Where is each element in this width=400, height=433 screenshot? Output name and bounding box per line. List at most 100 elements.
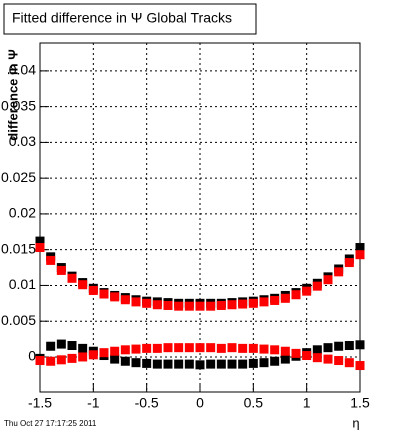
marker xyxy=(78,343,88,353)
title-box xyxy=(3,3,257,35)
marker xyxy=(334,356,344,366)
y-axis-label: difference in Ψ xyxy=(5,49,20,140)
marker xyxy=(270,356,280,366)
marker xyxy=(355,250,365,260)
marker xyxy=(120,345,130,355)
marker xyxy=(46,341,56,351)
marker xyxy=(131,297,141,307)
marker xyxy=(280,354,290,364)
marker xyxy=(152,343,162,353)
marker xyxy=(323,275,333,285)
y-tick-label: 0.04 xyxy=(9,62,36,78)
marker xyxy=(184,301,194,311)
marker xyxy=(248,358,258,368)
y-tick-label: 0.035 xyxy=(1,97,36,113)
marker xyxy=(142,358,152,368)
marker xyxy=(99,348,109,358)
marker xyxy=(56,339,66,349)
x-tick-label: 0 xyxy=(196,395,204,411)
y-tick-label: 0.005 xyxy=(1,312,36,328)
marker xyxy=(88,350,98,360)
marker xyxy=(99,289,109,299)
marker xyxy=(291,290,301,300)
marker xyxy=(56,355,66,365)
marker xyxy=(78,280,88,290)
marker xyxy=(302,351,312,361)
marker xyxy=(174,301,184,311)
x-tick-label: -1 xyxy=(87,395,100,411)
marker xyxy=(131,344,141,354)
marker xyxy=(195,360,205,370)
marker xyxy=(280,346,290,356)
marker xyxy=(206,301,216,311)
marker xyxy=(355,361,365,371)
marker xyxy=(216,343,226,353)
y-tick-label: 0.015 xyxy=(1,240,36,256)
marker xyxy=(184,359,194,369)
marker xyxy=(216,359,226,369)
marker xyxy=(120,295,130,305)
marker xyxy=(270,345,280,355)
marker xyxy=(35,243,45,253)
marker xyxy=(259,358,269,368)
marker xyxy=(334,341,344,351)
marker xyxy=(67,353,77,363)
marker xyxy=(67,341,77,351)
marker xyxy=(206,359,216,369)
marker xyxy=(323,343,333,353)
marker xyxy=(195,343,205,353)
marker xyxy=(323,354,333,364)
marker xyxy=(88,285,98,295)
marker xyxy=(248,298,258,308)
marker xyxy=(334,267,344,277)
marker xyxy=(152,359,162,369)
x-tick-label: -0.5 xyxy=(135,395,159,411)
y-tick-label: 0.02 xyxy=(9,205,36,221)
y-tick-label: 0.025 xyxy=(1,169,36,185)
marker xyxy=(110,354,120,364)
marker xyxy=(355,340,365,350)
marker xyxy=(174,343,184,353)
marker xyxy=(355,243,365,253)
marker xyxy=(248,343,258,353)
marker xyxy=(46,356,56,366)
marker xyxy=(142,343,152,353)
marker xyxy=(142,298,152,308)
x-tick-label: 1.5 xyxy=(350,395,370,411)
marker xyxy=(238,343,248,353)
marker xyxy=(163,300,173,310)
x-axis-label: η xyxy=(352,415,359,430)
marker xyxy=(344,341,354,351)
marker xyxy=(270,295,280,305)
marker xyxy=(174,359,184,369)
plot-frame xyxy=(39,42,361,393)
marker xyxy=(312,345,322,355)
marker xyxy=(312,353,322,363)
marker xyxy=(312,281,322,291)
marker xyxy=(344,358,354,368)
marker xyxy=(67,273,77,283)
marker xyxy=(56,265,66,275)
marker xyxy=(206,343,216,353)
marker xyxy=(291,348,301,358)
marker xyxy=(78,352,88,362)
marker xyxy=(195,301,205,311)
marker xyxy=(46,255,56,265)
marker xyxy=(227,343,237,353)
chart-title: Fitted difference in Ψ Global Tracks xyxy=(12,10,232,26)
timestamp: Thu Oct 27 17:17:25 2011 xyxy=(4,419,97,428)
marker xyxy=(227,359,237,369)
marker xyxy=(259,344,269,354)
x-tick-label: -1.5 xyxy=(28,395,52,411)
y-tick-label: 0.03 xyxy=(9,133,36,149)
x-tick-label: 1 xyxy=(303,395,311,411)
marker xyxy=(110,346,120,356)
marker xyxy=(280,293,290,303)
marker xyxy=(302,286,312,296)
marker xyxy=(35,236,45,246)
marker xyxy=(227,300,237,310)
x-tick-label: 0.5 xyxy=(244,395,264,411)
y-tick-label: 0.01 xyxy=(9,276,36,292)
y-tick-label: 0 xyxy=(28,348,36,364)
